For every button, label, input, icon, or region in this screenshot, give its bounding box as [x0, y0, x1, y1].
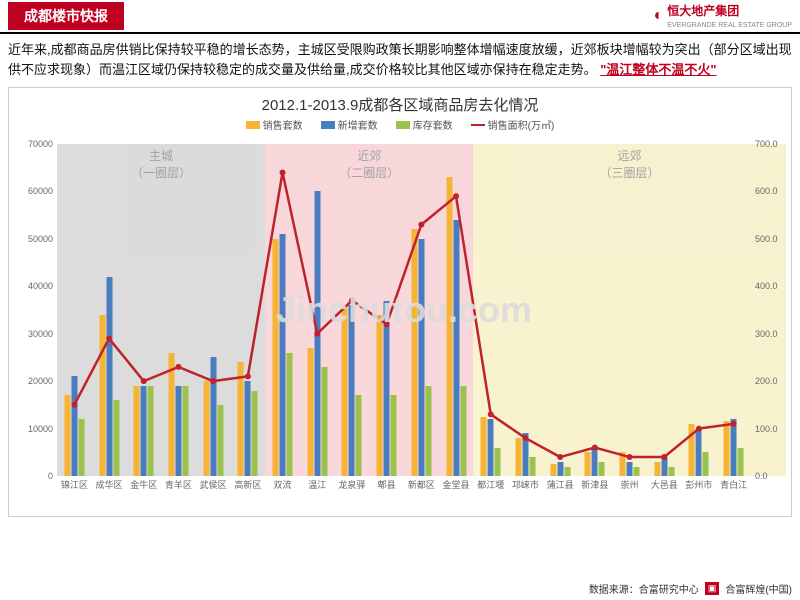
- intro-highlight: "温江整体不温不火": [600, 62, 716, 77]
- chart-title: 2012.1-2013.9成都各区域商品房去化情况: [9, 88, 791, 117]
- chart-line: [57, 144, 751, 476]
- header-tag: 成都楼市快报: [8, 2, 124, 30]
- company-name: 恒大地产集团: [667, 4, 739, 18]
- logo-icon: ◐: [654, 7, 664, 25]
- intro-paragraph: 近年来,成都商品房供销比保持较平稳的增长态势，主城区受限购政策长期影响整体增幅速…: [0, 32, 800, 83]
- footer-logo-icon: ▣: [705, 582, 720, 595]
- y-axis-right: 0.0100.0200.0300.0400.0500.0600.0700.0: [751, 144, 791, 476]
- x-axis: 锦江区成华区金牛区青羊区武侯区高新区双流温江龙泉驿郫县新都区金堂县都江堰邛崃市蒲…: [57, 476, 751, 516]
- chart-plot: Jinchutou.com: [57, 144, 751, 476]
- company-logo: ◐ 恒大地产集团 EVERGRANDE REAL ESTATE GROUP: [654, 2, 792, 30]
- footer-brand: 合富辉煌(中国): [725, 581, 792, 596]
- company-name-en: EVERGRANDE REAL ESTATE GROUP: [667, 22, 792, 29]
- footer-source: 数据来源：合富研究中心: [589, 581, 699, 596]
- main-chart: 2012.1-2013.9成都各区域商品房去化情况 销售套数新增套数库存套数销售…: [8, 87, 792, 517]
- footer: 数据来源：合富研究中心 ▣ 合富辉煌(中国): [589, 581, 792, 596]
- chart-legend: 销售套数新增套数库存套数销售面积(万㎡): [9, 117, 791, 136]
- y-axis-left: 010000200003000040000500006000070000: [9, 144, 57, 476]
